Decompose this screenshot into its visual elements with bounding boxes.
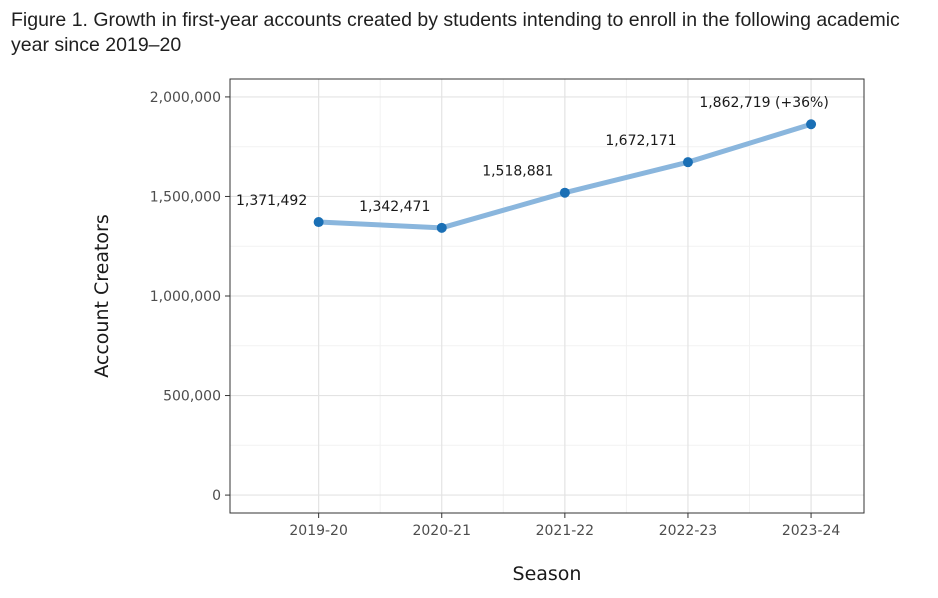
y-tick-label: 0 xyxy=(212,488,221,504)
data-point xyxy=(806,119,817,130)
x-tick-label: 2019-20 xyxy=(289,523,348,539)
y-axis-ticks: 0 500,000 1,000,000 1,500,000 2,000,000 xyxy=(150,90,230,504)
data-label: 1,672,171 xyxy=(605,133,676,149)
x-axis-ticks: 2019-20 2020-21 2021-22 2022-23 2023-24 xyxy=(289,513,840,539)
data-label: 1,371,492 xyxy=(236,193,307,209)
data-point xyxy=(559,187,570,198)
data-point xyxy=(436,222,447,233)
major-gridlines xyxy=(230,79,864,513)
x-tick-label: 2022-23 xyxy=(659,523,718,539)
y-axis-title: Account Creators xyxy=(91,214,113,378)
data-label: 1,518,881 xyxy=(482,164,553,180)
x-tick-label: 2020-21 xyxy=(412,523,471,539)
y-tick-label: 2,000,000 xyxy=(150,90,221,106)
data-point xyxy=(682,157,693,168)
y-tick-label: 1,000,000 xyxy=(150,289,221,305)
data-labels: 1,371,492 1,342,471 1,518,881 1,672,171 1,86… xyxy=(236,95,829,215)
x-axis-title: Season xyxy=(513,563,582,585)
x-tick-label: 2021-22 xyxy=(536,523,595,539)
data-label: 1,342,471 xyxy=(359,199,430,215)
y-tick-label: 500,000 xyxy=(163,389,221,405)
y-tick-label: 1,500,000 xyxy=(150,189,221,205)
data-point xyxy=(313,217,324,228)
data-label: 1,862,719 (+36%) xyxy=(699,95,828,111)
x-tick-label: 2023-24 xyxy=(782,523,841,539)
chart-title: Figure 1. Growth in first-year accounts … xyxy=(11,9,900,56)
series-line-group xyxy=(313,119,817,233)
